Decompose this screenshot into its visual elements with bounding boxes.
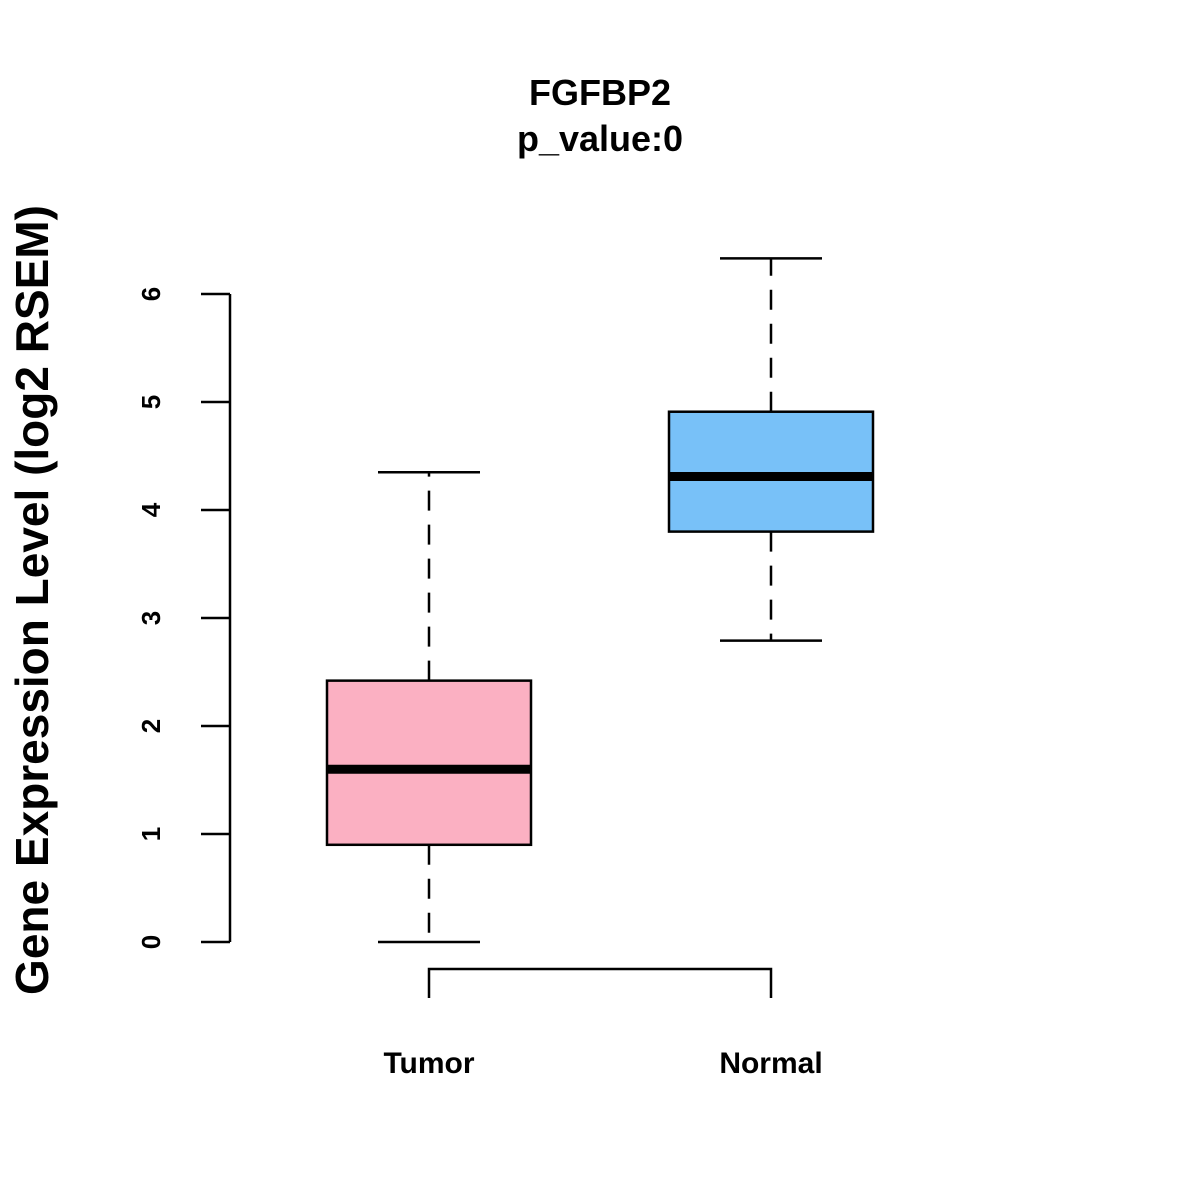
box-iqr <box>325 679 533 847</box>
y-tick-label: 6 <box>136 287 166 301</box>
y-axis: 0 1 2 3 4 5 6 <box>136 287 232 949</box>
box-normal <box>667 257 875 642</box>
y-tick-label: 1 <box>136 827 166 841</box>
category-label-tumor: Tumor <box>383 1047 474 1080</box>
chart-title: FGFBP2 <box>529 72 671 113</box>
comparison-bracket <box>427 967 773 998</box>
box-iqr <box>667 410 875 533</box>
y-tick-label: 3 <box>136 611 166 625</box>
y-axis-label: Gene Expression Level (log2 RSEM) <box>6 205 58 995</box>
category-labels: Tumor Normal <box>383 1047 822 1080</box>
y-tick-label: 5 <box>136 395 166 409</box>
y-tick-label: 0 <box>136 935 166 949</box>
bracket-line <box>427 967 773 998</box>
category-label-normal: Normal <box>719 1047 822 1080</box>
box-tumor <box>325 470 533 944</box>
boxes <box>325 257 875 944</box>
y-tick-label: 2 <box>136 719 166 733</box>
chart-subtitle: p_value:0 <box>517 118 683 159</box>
y-tick-label: 4 <box>136 502 166 517</box>
